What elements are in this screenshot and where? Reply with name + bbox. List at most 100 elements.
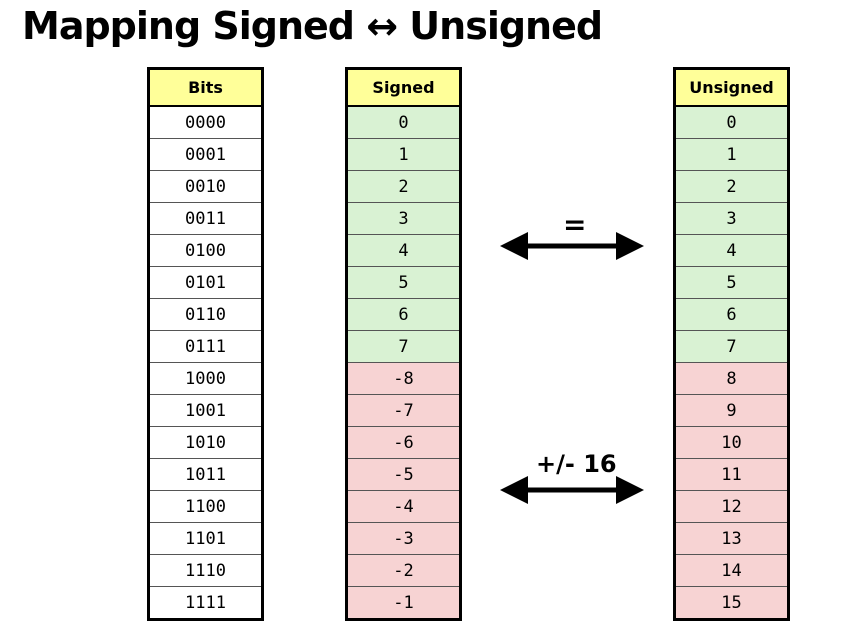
unsigned-cell: 2 — [674, 170, 789, 203]
table-row: 1010 — [148, 426, 263, 459]
bits-cell: 1100 — [148, 490, 263, 523]
bits-cell: 1010 — [148, 426, 263, 459]
table-row: -3 — [346, 522, 461, 555]
table-row: 9 — [674, 394, 789, 427]
table-row: 7 — [674, 330, 789, 363]
equal-label: = — [563, 208, 587, 241]
unsigned-cell: 14 — [674, 554, 789, 587]
table-row: 1111 — [148, 586, 263, 620]
unsigned-cell: 8 — [674, 362, 789, 395]
table-row: 0100 — [148, 234, 263, 267]
table-row: 1101 — [148, 522, 263, 555]
signed-header: Signed — [346, 68, 461, 107]
bits-cell: 0001 — [148, 138, 263, 171]
bits-cell: 1111 — [148, 586, 263, 620]
signed-cell: 1 — [346, 138, 461, 171]
table-row: 12 — [674, 490, 789, 523]
table-row: 0010 — [148, 170, 263, 203]
table-row: 0 — [346, 105, 461, 139]
table-row: 1100 — [148, 490, 263, 523]
table-row: 10 — [674, 426, 789, 459]
signed-table: Signed 0 1 2 3 4 5 6 7 -8 -7 -6 -5 -4 -3 -2 -1 — [345, 67, 462, 621]
table-row: -1 — [346, 586, 461, 620]
table-row: 5 — [674, 266, 789, 299]
bits-cell: 1001 — [148, 394, 263, 427]
unsigned-cell: 1 — [674, 138, 789, 171]
unsigned-cell: 12 — [674, 490, 789, 523]
signed-cell: -5 — [346, 458, 461, 491]
table-row: 3 — [674, 202, 789, 235]
table-row: 0101 — [148, 266, 263, 299]
signed-cell: 0 — [346, 105, 461, 139]
table-row: 3 — [346, 202, 461, 235]
bits-cell: 0100 — [148, 234, 263, 267]
offset-double-arrow-icon — [500, 476, 644, 504]
table-row: 0001 — [148, 138, 263, 171]
table-row: 6 — [346, 298, 461, 331]
bits-cell: 1101 — [148, 522, 263, 555]
bits-cell: 0111 — [148, 330, 263, 363]
table-row: 14 — [674, 554, 789, 587]
table-row: 13 — [674, 522, 789, 555]
table-row: -5 — [346, 458, 461, 491]
unsigned-cell: 7 — [674, 330, 789, 363]
table-row: 1000 — [148, 362, 263, 395]
table-row: -4 — [346, 490, 461, 523]
bits-cell: 1000 — [148, 362, 263, 395]
table-row: 2 — [346, 170, 461, 203]
signed-cell: 5 — [346, 266, 461, 299]
table-row: 8 — [674, 362, 789, 395]
table-row: 1 — [674, 138, 789, 171]
bits-cell: 0101 — [148, 266, 263, 299]
bits-header: Bits — [148, 68, 263, 107]
table-row: 15 — [674, 586, 789, 620]
signed-cell: 6 — [346, 298, 461, 331]
bits-table: Bits 0000 0001 0010 0011 0100 0101 0110 0111 100… — [147, 67, 264, 621]
equal-double-arrow-icon — [500, 232, 644, 260]
table-row: 0 — [674, 105, 789, 139]
unsigned-cell: 6 — [674, 298, 789, 331]
table-row: 6 — [674, 298, 789, 331]
bits-cell: 0011 — [148, 202, 263, 235]
bits-cell: 0000 — [148, 105, 263, 139]
table-row: 0000 — [148, 105, 263, 139]
signed-cell: -6 — [346, 426, 461, 459]
table-row: -6 — [346, 426, 461, 459]
table-row: -8 — [346, 362, 461, 395]
unsigned-cell: 10 — [674, 426, 789, 459]
signed-cell: -8 — [346, 362, 461, 395]
table-row: 4 — [346, 234, 461, 267]
signed-cell: -7 — [346, 394, 461, 427]
table-row: 2 — [674, 170, 789, 203]
table-row: 1011 — [148, 458, 263, 491]
bits-cell: 1110 — [148, 554, 263, 587]
table-row: 1001 — [148, 394, 263, 427]
table-row: 5 — [346, 266, 461, 299]
table-row: 0011 — [148, 202, 263, 235]
unsigned-header: Unsigned — [674, 68, 789, 107]
signed-cell: -1 — [346, 586, 461, 620]
table-row: 4 — [674, 234, 789, 267]
unsigned-cell: 11 — [674, 458, 789, 491]
unsigned-cell: 3 — [674, 202, 789, 235]
page-title: Mapping Signed ↔ Unsigned — [22, 4, 603, 48]
unsigned-cell: 5 — [674, 266, 789, 299]
table-row: -7 — [346, 394, 461, 427]
table-row: 7 — [346, 330, 461, 363]
unsigned-cell: 9 — [674, 394, 789, 427]
signed-cell: -3 — [346, 522, 461, 555]
unsigned-table: Unsigned 0 1 2 3 4 5 6 7 8 9 10 11 12 13 14 15 — [673, 67, 790, 621]
signed-cell: -4 — [346, 490, 461, 523]
unsigned-cell: 0 — [674, 105, 789, 139]
table-row: 11 — [674, 458, 789, 491]
signed-cell: -2 — [346, 554, 461, 587]
bits-cell: 0010 — [148, 170, 263, 203]
table-row: 0110 — [148, 298, 263, 331]
unsigned-cell: 13 — [674, 522, 789, 555]
unsigned-cell: 4 — [674, 234, 789, 267]
signed-cell: 4 — [346, 234, 461, 267]
signed-cell: 7 — [346, 330, 461, 363]
bits-cell: 1011 — [148, 458, 263, 491]
table-row: -2 — [346, 554, 461, 587]
bits-cell: 0110 — [148, 298, 263, 331]
